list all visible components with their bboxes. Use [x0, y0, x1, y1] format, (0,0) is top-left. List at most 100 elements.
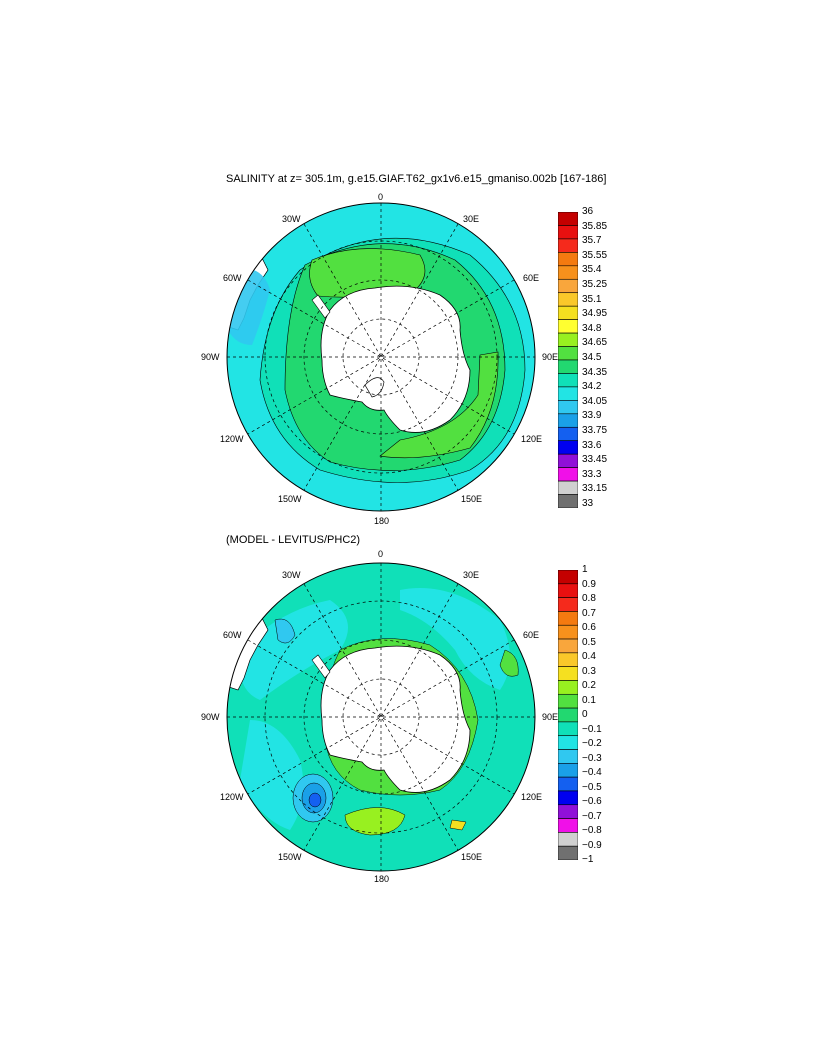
- colorbar-swatch: [558, 666, 578, 681]
- difference-map: [227, 563, 535, 871]
- ross-ice-shelf-outline: [364, 377, 385, 398]
- colorbar-swatch: [558, 426, 578, 442]
- ross-sector-patch: [379, 351, 499, 459]
- colorbar-swatch: [558, 845, 578, 860]
- colorbar-label: 33.9: [582, 410, 602, 422]
- colorbar-label: 33: [582, 498, 594, 509]
- colorbar-label: −0.6: [582, 796, 602, 807]
- colorbar-salinity: [558, 212, 578, 508]
- map-border-b: [226, 562, 536, 872]
- diff-cyan-patch-3: [240, 720, 304, 830]
- diff-negative-spot: [274, 618, 296, 644]
- colorbar-swatch: [558, 652, 578, 667]
- colorbar-swatch: [558, 749, 578, 764]
- map-title-salinity: SALINITY at z= 305.1m, g.e15.GIAF.T62_gx…: [226, 173, 607, 185]
- lon-label: 90E: [542, 712, 559, 722]
- lon-label: 90W: [201, 712, 220, 722]
- colorbar-label: 35.7: [582, 235, 602, 247]
- lon-label: 150E: [461, 852, 483, 862]
- colorbar-swatch: [558, 319, 578, 334]
- graticule: [227, 203, 535, 511]
- colorbar-label: 33.15: [582, 483, 608, 495]
- diff-yellow-spot: [449, 819, 467, 831]
- colorbar-label: 33.3: [582, 468, 602, 480]
- colorbar-swatch: [558, 238, 578, 253]
- lon-label: 30W: [282, 570, 301, 580]
- lon-label: 180: [374, 874, 390, 884]
- lon-label: 90E: [542, 352, 559, 362]
- colorbar-label: 34.65: [582, 337, 608, 349]
- lon-label: 60E: [523, 273, 540, 283]
- colorbar-swatch: [558, 453, 578, 468]
- lon-label: 180: [374, 516, 390, 526]
- colorbar-swatch: [558, 707, 578, 723]
- colorbar-swatch: [558, 638, 578, 654]
- colorbar-swatch: [558, 346, 578, 361]
- colorbar-swatch: [558, 386, 578, 401]
- colorbar-swatch: [558, 359, 578, 374]
- colorbar-label: −0.1: [582, 723, 602, 735]
- diff-green-spot: [499, 649, 519, 677]
- salinity-map: [227, 203, 535, 511]
- colorbar-label: 34.2: [582, 381, 602, 393]
- diff-antarctic-peninsula: [311, 654, 331, 679]
- colorbar-label: 0.2: [582, 680, 596, 691]
- diff-cyan-patch-2: [400, 588, 510, 690]
- lon-label: 120E: [521, 434, 543, 444]
- colorbar-label: 0.8: [582, 593, 596, 604]
- colorbar-label: 35.4: [582, 264, 602, 276]
- colorbar-label: 34.8: [582, 322, 602, 334]
- colorbar-swatch: [558, 278, 578, 294]
- colorbar-label: −0.7: [582, 810, 602, 822]
- lon-label: 0: [378, 549, 384, 559]
- lon-label: 0: [378, 192, 384, 202]
- lon-label: 120W: [220, 792, 244, 802]
- colorbar-label: −0.9: [582, 839, 602, 851]
- colorbar-swatch: [558, 332, 578, 347]
- colorbar-swatch: [558, 721, 578, 737]
- colorbar-swatch: [558, 735, 578, 750]
- colorbar-label: 33.45: [582, 454, 608, 466]
- colorbar-label: −0.3: [582, 752, 602, 764]
- colorbar-label: −0.2: [582, 738, 602, 749]
- colorbar-label: 0.6: [582, 622, 596, 633]
- map-title-difference: (MODEL - LEVITUS/PHC2): [226, 534, 361, 546]
- colorbar-swatch: [558, 480, 578, 495]
- colorbar-swatch: [558, 373, 578, 388]
- lon-label: 120W: [220, 434, 244, 444]
- colorbar-swatch: [558, 494, 578, 508]
- colorbar-label: 36: [582, 206, 594, 217]
- colorbar-label: 35.55: [582, 249, 608, 261]
- lon-label: 60W: [223, 630, 242, 640]
- colorbar-swatch: [558, 832, 578, 847]
- colorbar-swatch: [558, 790, 578, 806]
- colorbar-label: −0.5: [582, 781, 602, 793]
- colorbar-label: 35.1: [582, 293, 602, 305]
- colorbar-swatch: [558, 776, 578, 792]
- colorbar-label: 1: [582, 564, 588, 575]
- colorbar-swatch: [558, 763, 578, 778]
- colorbar-label: 0.4: [582, 651, 596, 662]
- colorbar-swatch: [558, 693, 578, 709]
- colorbar-label: 34.95: [582, 308, 608, 320]
- colorbar-label: 0.1: [582, 694, 596, 706]
- colorbar-swatch: [558, 252, 578, 267]
- colorbar-label: 0: [582, 709, 588, 720]
- colorbar-label: 35.25: [582, 279, 608, 290]
- diff-negative-core: [308, 792, 322, 808]
- colorbar-swatch: [558, 624, 578, 640]
- colorbar-label: 0.5: [582, 636, 596, 648]
- colorbar-label: 34.5: [582, 352, 602, 363]
- colorbar-difference: [558, 570, 578, 860]
- map-border-a: [226, 202, 536, 512]
- colorbar-swatch: [558, 611, 578, 626]
- colorbar-swatch: [558, 305, 578, 320]
- antarctic-peninsula: [311, 294, 331, 319]
- colorbar-label: 34.35: [582, 366, 608, 378]
- colorbar-swatch: [558, 225, 578, 240]
- lon-label: 30E: [463, 214, 480, 224]
- lon-label: 30W: [282, 214, 301, 224]
- lon-label: 30E: [463, 570, 480, 580]
- lon-label: 150E: [461, 494, 483, 504]
